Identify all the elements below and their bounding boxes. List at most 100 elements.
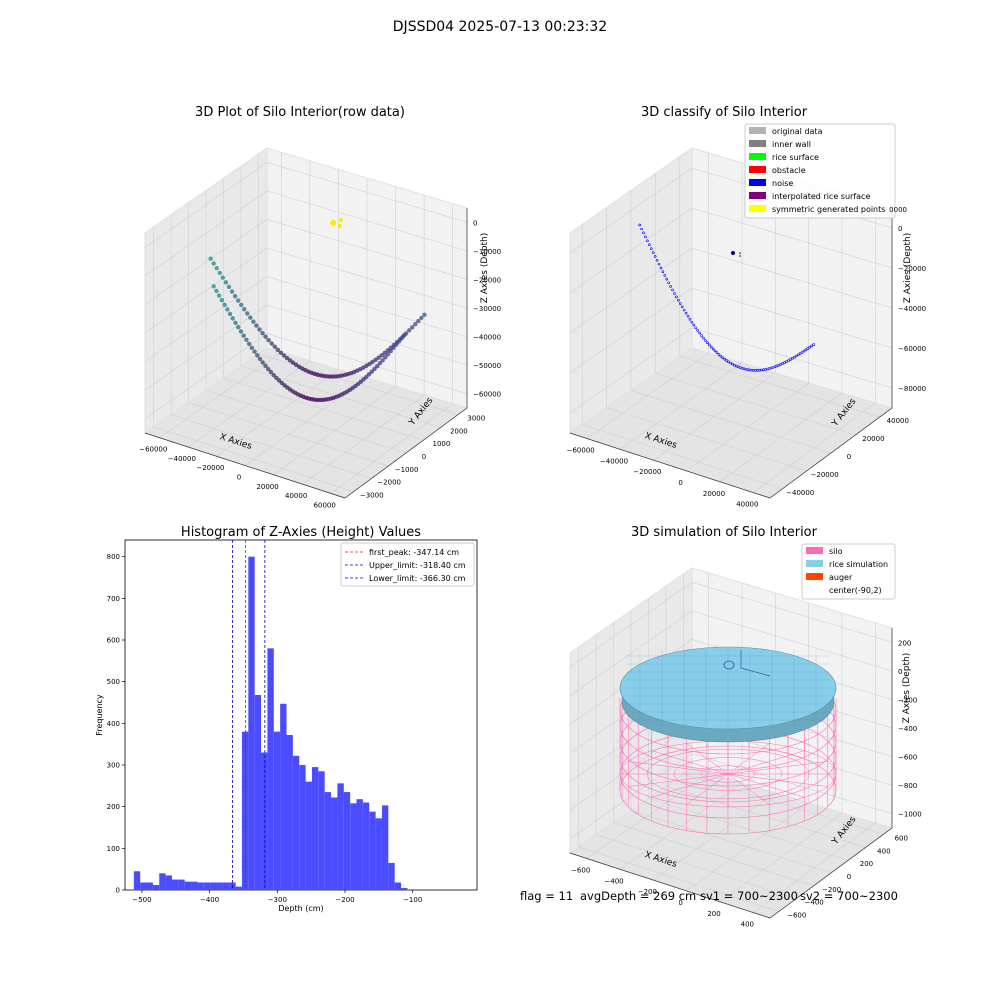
noise-point — [684, 311, 688, 315]
raw-point — [422, 312, 427, 317]
legend-swatch — [749, 153, 766, 160]
silo-floor-spoke — [686, 743, 729, 775]
noise-point — [783, 361, 786, 364]
raw-point — [229, 289, 235, 294]
grid-z-wall — [266, 219, 468, 280]
raw-point — [385, 348, 390, 353]
raw-point — [219, 298, 225, 303]
classify-legend: 0000 original data inner wall rice surface o… — [744, 123, 907, 219]
y-tick-label: 3000 — [467, 414, 485, 422]
noise-point — [646, 239, 649, 243]
histogram-bar — [311, 767, 319, 890]
raw-point — [220, 275, 226, 280]
noise-point — [673, 292, 676, 295]
raw-point — [235, 298, 241, 303]
noise-point — [667, 281, 670, 285]
z-tick-label: 0 — [898, 225, 902, 233]
histogram-bar — [178, 879, 185, 890]
raw-point — [416, 318, 421, 324]
x-tick-label: −100 — [403, 896, 422, 904]
x-axis-line — [569, 852, 771, 919]
grid-y-floor — [596, 834, 797, 900]
noise-point — [709, 345, 713, 349]
y-tick-label: 0 — [422, 453, 426, 461]
noise-point — [706, 341, 709, 344]
x-tick-label: 400 — [741, 921, 754, 929]
z-tick-label: −400 — [898, 725, 917, 733]
noise-point — [671, 288, 674, 292]
raw-point — [376, 355, 381, 360]
grid-z-side — [569, 582, 693, 668]
noise-point — [698, 331, 701, 335]
raw-point — [268, 369, 274, 375]
raw-point — [241, 333, 246, 338]
noise-point — [810, 344, 813, 348]
noise-point — [808, 345, 812, 349]
classify-3d-ticks: −60000 −40000 −20000 0 20000 40000 −40000 −2000… — [567, 225, 927, 509]
histogram-bar — [248, 556, 255, 890]
x-tick-label: 0 — [678, 899, 682, 907]
raw-point — [380, 358, 385, 363]
noise-point — [717, 353, 721, 356]
raw-point — [278, 350, 284, 355]
x-tick-label: −200 — [335, 896, 354, 904]
noise-point — [796, 353, 800, 357]
noise-point — [640, 227, 643, 231]
histogram-bar — [331, 797, 338, 890]
grid-y-floor — [153, 426, 354, 492]
y-tick-label: 1000 — [433, 440, 451, 448]
raw-point — [269, 341, 274, 346]
legend-label: Upper_limit: -318.40 cm — [369, 561, 466, 570]
raw-point — [223, 280, 229, 285]
legend-swatch — [749, 179, 766, 186]
panel-histogram: Histogram of Z-Axies (Height) Values −50… — [95, 525, 478, 913]
histogram-bar — [216, 882, 223, 890]
grid-z-wall — [691, 327, 893, 389]
histogram-bar — [292, 755, 300, 890]
auger-marker — [723, 660, 735, 670]
footer-avg-depth: avgDepth = 269 cm — [580, 889, 696, 903]
noise-point — [661, 270, 665, 273]
silo-floor-spoke — [727, 750, 805, 775]
grid-z-wall — [691, 287, 893, 349]
noise-point — [665, 277, 669, 281]
grid-y-floor — [205, 390, 407, 454]
noise-point — [675, 295, 678, 299]
histogram-vlines — [232, 540, 266, 890]
noise-point — [804, 348, 808, 352]
noise-point — [715, 351, 719, 355]
panel-simulation-3d: 3D simulation of Silo Interior −600−400−… — [568, 525, 922, 929]
z-tick-label: −200 — [898, 696, 917, 704]
grid-z-wall — [266, 276, 468, 337]
raw-point — [284, 355, 290, 361]
z-tick-label: −30000 — [473, 305, 501, 313]
y-tick-label: 200 — [107, 803, 120, 811]
histogram-bar — [267, 648, 274, 890]
x-tick-label: 0 — [678, 479, 682, 487]
grid-z-side — [144, 219, 268, 305]
grid-z-wall — [691, 207, 893, 269]
noise-point — [723, 357, 727, 361]
legend-label: symmetric generated points — [772, 205, 885, 214]
raw-point — [211, 284, 216, 289]
grid-y-floor — [223, 378, 424, 441]
z-tick-label: −60000 — [898, 345, 926, 353]
grid-y-floor — [683, 773, 884, 835]
grid-z-side — [144, 190, 268, 277]
y-tick-label: −600 — [787, 912, 806, 920]
grid-z-side — [569, 724, 693, 811]
raw-point — [216, 293, 222, 298]
legend-overflow-tick: 0000 — [889, 206, 907, 214]
raw-point — [251, 319, 256, 324]
figure-suptitle: DJSSD04 2025-07-13 00:23:32 — [393, 19, 607, 35]
y-tick-label: 500 — [107, 678, 120, 686]
status-footer: flag = 11 avgDepth = 269 cm sv1 = 700~23… — [520, 889, 898, 903]
noise-point — [800, 351, 804, 354]
z-tick-label: −80000 — [898, 385, 926, 393]
silo-floor-spoke — [727, 773, 770, 805]
histogram-ylabel: Frequency — [95, 694, 104, 736]
noise-point — [702, 336, 705, 340]
histogram-bar — [261, 752, 268, 890]
raw-point — [208, 256, 213, 261]
grid-y-floor — [613, 822, 814, 887]
